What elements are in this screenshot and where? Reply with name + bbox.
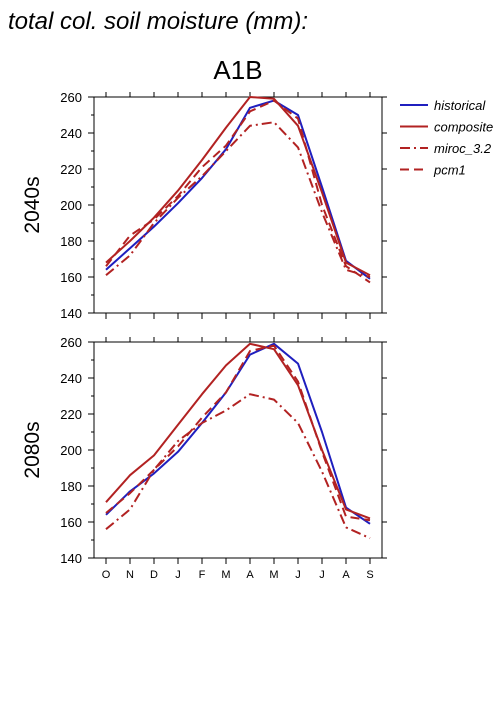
y-tick-label: 200 xyxy=(60,443,82,458)
series-line-historical xyxy=(105,342,371,525)
figure-title: total col. soil moisture (mm): xyxy=(8,8,308,35)
x-tick-label: O xyxy=(102,569,111,581)
period-label: 2080s xyxy=(21,421,44,478)
y-tick-label: 200 xyxy=(60,198,82,213)
y-tick-label: 220 xyxy=(60,407,82,422)
x-tick-label: M xyxy=(269,569,278,581)
legend: historical composite miroc_3.2 pcm1 xyxy=(400,98,493,178)
series-line-miroc_3.2 xyxy=(105,393,371,540)
legend-label: pcm1 xyxy=(433,163,466,178)
x-tick-label: J xyxy=(175,569,181,581)
panel-2080s: 140 160 180 200 220 240 260 O N D J F M A M J J A S 2080s xyxy=(21,335,387,581)
x-tick-label: J xyxy=(319,569,325,581)
legend-item-composite: composite xyxy=(400,120,493,135)
x-tick-label: N xyxy=(126,569,134,581)
y-tick-label: 180 xyxy=(60,234,82,249)
y-tick-label: 260 xyxy=(60,335,82,350)
x-tick-label: A xyxy=(342,569,350,581)
x-tick-label: M xyxy=(221,569,230,581)
x-tick-label: A xyxy=(246,569,254,581)
y-tick-label: 160 xyxy=(60,515,82,530)
y-tick-label: 240 xyxy=(60,126,82,141)
series-line-pcm1 xyxy=(105,344,371,522)
series-line-pcm1 xyxy=(105,99,371,284)
legend-item-historical: historical xyxy=(400,98,486,113)
y-tick-label: 160 xyxy=(60,270,82,285)
panel-2040s: 140 160 180 200 220 240 260 2040s xyxy=(21,90,387,321)
legend-item-miroc_3.2: miroc_3.2 xyxy=(400,141,492,156)
panels: 140 160 180 200 220 240 260 2040s 140 160 180 200 22… xyxy=(21,90,387,581)
y-tick-label: 220 xyxy=(60,162,82,177)
scenario-title: A1B xyxy=(213,55,262,85)
x-tick-label: J xyxy=(295,569,301,581)
y-tick-label: 260 xyxy=(60,90,82,105)
legend-label: miroc_3.2 xyxy=(434,141,492,156)
legend-label: historical xyxy=(434,98,486,113)
y-tick-label: 180 xyxy=(60,479,82,494)
legend-item-pcm1: pcm1 xyxy=(400,163,466,178)
period-label: 2040s xyxy=(21,176,44,233)
x-tick-label: S xyxy=(366,569,373,581)
y-tick-label: 140 xyxy=(60,551,82,566)
x-tick-label: F xyxy=(199,569,206,581)
x-tick-label: D xyxy=(150,569,158,581)
y-tick-label: 140 xyxy=(60,306,82,321)
y-tick-label: 240 xyxy=(60,371,82,386)
series-line-historical xyxy=(105,99,371,280)
legend-label: composite xyxy=(434,120,493,135)
series-line-miroc_3.2 xyxy=(105,121,371,278)
series-line-composite xyxy=(105,96,371,277)
